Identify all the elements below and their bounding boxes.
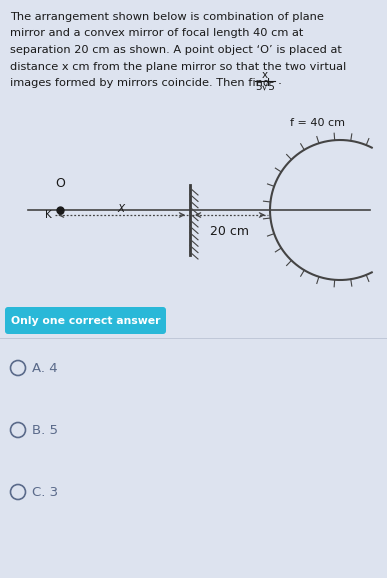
Text: 20 cm: 20 cm [211,225,250,238]
Text: B. 5: B. 5 [32,424,58,436]
Text: Only one correct answer: Only one correct answer [11,316,160,325]
FancyBboxPatch shape [5,307,166,334]
Text: 5√5: 5√5 [255,82,275,92]
Text: f = 40 cm: f = 40 cm [290,118,345,128]
Circle shape [10,423,26,438]
Text: images formed by mirrors coincide. Then find: images formed by mirrors coincide. Then … [10,78,270,88]
Text: distance x cm from the plane mirror so that the two virtual: distance x cm from the plane mirror so t… [10,61,346,72]
Circle shape [10,484,26,499]
Text: .: . [278,75,282,87]
Text: O: O [55,177,65,190]
Circle shape [10,361,26,376]
Text: X: X [118,204,125,214]
Text: The arrangement shown below is combination of plane: The arrangement shown below is combinati… [10,12,324,22]
Text: mirror and a convex mirror of focal length 40 cm at: mirror and a convex mirror of focal leng… [10,28,303,39]
Text: separation 20 cm as shown. A point object ‘O’ is placed at: separation 20 cm as shown. A point objec… [10,45,342,55]
Text: x: x [262,70,268,80]
Text: K: K [45,210,52,220]
Text: A. 4: A. 4 [32,361,58,375]
Text: C. 3: C. 3 [32,486,58,498]
